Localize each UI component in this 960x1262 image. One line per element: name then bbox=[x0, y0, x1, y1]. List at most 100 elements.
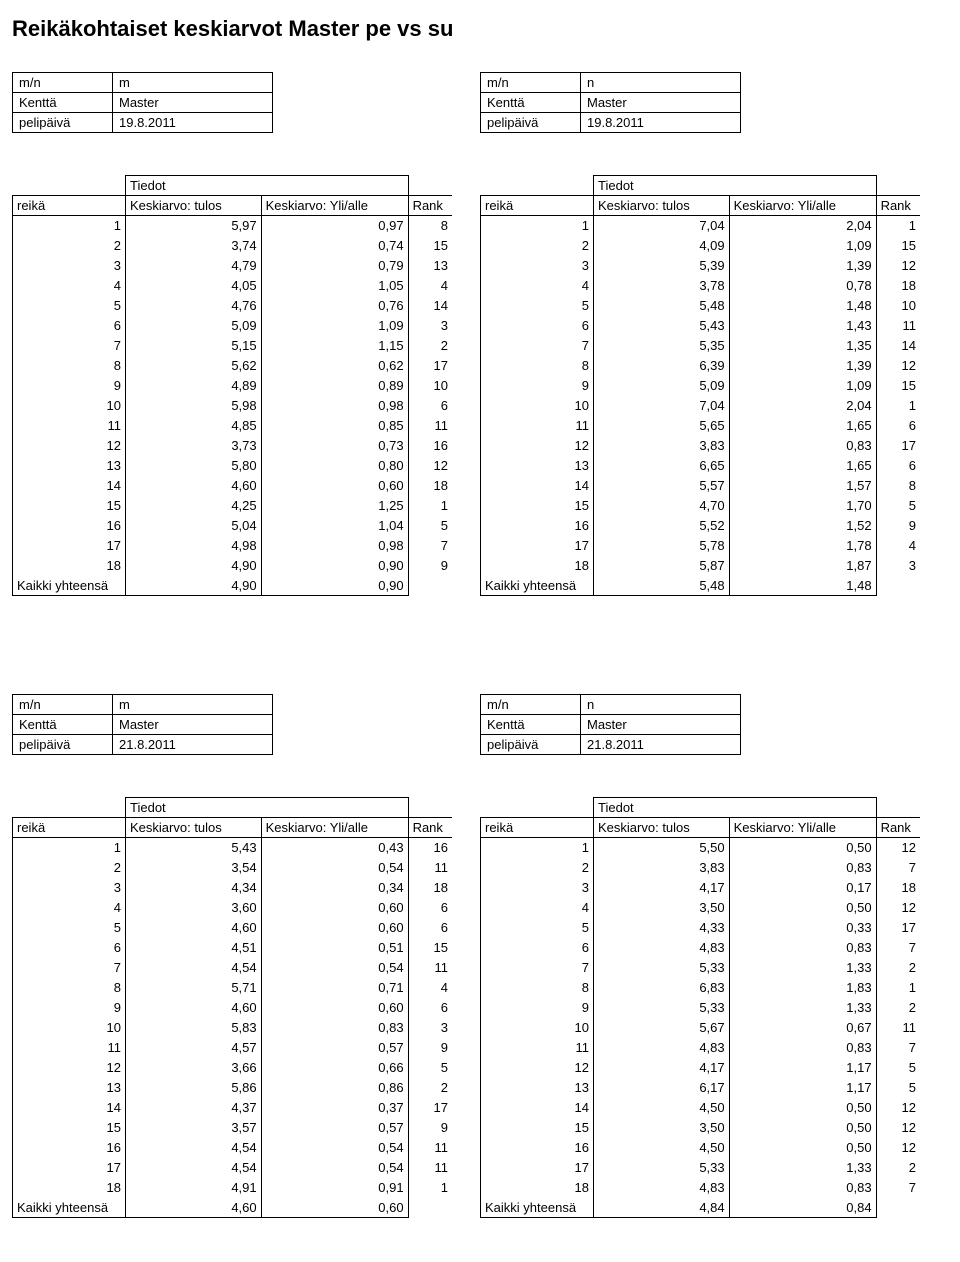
table-row: 43,780,7818 bbox=[481, 276, 921, 296]
cell-rank: 12 bbox=[876, 256, 920, 276]
cell-rank: 12 bbox=[876, 1138, 920, 1158]
table-row: 153,570,579 bbox=[13, 1118, 453, 1138]
cell-tulos: 4,70 bbox=[594, 496, 730, 516]
cell-tulos: 5,04 bbox=[126, 516, 262, 536]
table-row: 74,540,5411 bbox=[13, 958, 453, 978]
cell-reika: 18 bbox=[13, 556, 126, 576]
table-row: 154,251,251 bbox=[13, 496, 453, 516]
cell-tulos: 5,39 bbox=[594, 256, 730, 276]
cell-rank: 3 bbox=[876, 556, 920, 576]
meta-table: m/nnKenttäMasterpelipäivä19.8.2011 bbox=[480, 72, 741, 133]
cell-reika: 15 bbox=[481, 1118, 594, 1138]
cell-tulos: 4,17 bbox=[594, 1058, 730, 1078]
meta-pelipaiva-label: pelipäivä bbox=[481, 113, 581, 133]
blank-header bbox=[481, 798, 594, 818]
cell-tulos: 5,48 bbox=[594, 296, 730, 316]
table-row: 136,171,175 bbox=[481, 1078, 921, 1098]
cell-tulos: 3,66 bbox=[126, 1058, 262, 1078]
cell-reika: 11 bbox=[481, 416, 594, 436]
table-row: 164,540,5411 bbox=[13, 1138, 453, 1158]
cell-rank: 17 bbox=[408, 1098, 452, 1118]
cell-tulos: 5,33 bbox=[594, 1158, 730, 1178]
cell-yli: 1,09 bbox=[729, 236, 876, 256]
cell-reika: 13 bbox=[481, 456, 594, 476]
cell-reika: 11 bbox=[481, 1038, 594, 1058]
cell-reika: 13 bbox=[13, 456, 126, 476]
cell-yli: 1,48 bbox=[729, 296, 876, 316]
cell-reika: 10 bbox=[481, 396, 594, 416]
cell-reika: 8 bbox=[13, 978, 126, 998]
table-row: 144,370,3717 bbox=[13, 1098, 453, 1118]
cell-tulos: 4,85 bbox=[126, 416, 262, 436]
meta-kentta-label: Kenttä bbox=[13, 715, 113, 735]
cell-tulos: 5,78 bbox=[594, 536, 730, 556]
cell-yli: 0,54 bbox=[261, 958, 408, 978]
cell-reika: 12 bbox=[13, 436, 126, 456]
cell-yli: 0,51 bbox=[261, 938, 408, 958]
meta-kentta-value: Master bbox=[581, 715, 741, 735]
table-row: 185,871,873 bbox=[481, 556, 921, 576]
blank-header bbox=[408, 798, 452, 818]
cell-tulos: 5,97 bbox=[126, 216, 262, 236]
data-table: TiedotreikäKeskiarvo: tulosKeskiarvo: Yl… bbox=[480, 175, 920, 596]
tiedot-header: Tiedot bbox=[126, 798, 409, 818]
cell-rank: 6 bbox=[408, 396, 452, 416]
table-row: 54,600,606 bbox=[13, 918, 453, 938]
cell-reika: 16 bbox=[481, 516, 594, 536]
cell-tulos: 7,04 bbox=[594, 216, 730, 236]
table-row: 75,151,152 bbox=[13, 336, 453, 356]
cell-reika: 13 bbox=[481, 1078, 594, 1098]
cell-yli: 1,83 bbox=[729, 978, 876, 998]
table-row: 105,830,833 bbox=[13, 1018, 453, 1038]
cell-rank: 9 bbox=[408, 556, 452, 576]
cell-tulos: 4,57 bbox=[126, 1038, 262, 1058]
cell-tulos: 5,80 bbox=[126, 456, 262, 476]
cell-yli: 0,33 bbox=[729, 918, 876, 938]
cell-rank: 1 bbox=[876, 216, 920, 236]
cell-yli: 1,33 bbox=[729, 998, 876, 1018]
table-row: 43,600,606 bbox=[13, 898, 453, 918]
cell-tulos: 5,87 bbox=[594, 556, 730, 576]
table-row: 165,041,045 bbox=[13, 516, 453, 536]
col-rank: Rank bbox=[876, 818, 920, 838]
cell-rank: 5 bbox=[408, 516, 452, 536]
table-row: 164,500,5012 bbox=[481, 1138, 921, 1158]
table-row: 34,790,7913 bbox=[13, 256, 453, 276]
cell-tulos: 4,60 bbox=[126, 476, 262, 496]
cell-reika: 3 bbox=[481, 878, 594, 898]
cell-tulos: 3,73 bbox=[126, 436, 262, 456]
meta-mn-value: n bbox=[581, 695, 741, 715]
cell-reika: 9 bbox=[13, 376, 126, 396]
table-row: 165,521,529 bbox=[481, 516, 921, 536]
cell-yli: 0,91 bbox=[261, 1178, 408, 1198]
cell-yli: 0,54 bbox=[261, 1138, 408, 1158]
cell-rank: 5 bbox=[876, 1058, 920, 1078]
cell-yli: 1,15 bbox=[261, 336, 408, 356]
total-label: Kaikki yhteensä bbox=[13, 576, 126, 596]
meta-kentta-label: Kenttä bbox=[13, 93, 113, 113]
cell-rank: 9 bbox=[876, 516, 920, 536]
cell-yli: 0,43 bbox=[261, 838, 408, 858]
meta-pelipaiva-value: 19.8.2011 bbox=[113, 113, 273, 133]
tiedot-header: Tiedot bbox=[594, 798, 877, 818]
cell-rank: 7 bbox=[876, 858, 920, 878]
total-rank-empty bbox=[408, 1198, 452, 1218]
cell-rank: 1 bbox=[408, 1178, 452, 1198]
table-row: 184,910,911 bbox=[13, 1178, 453, 1198]
cell-yli: 0,67 bbox=[729, 1018, 876, 1038]
cell-yli: 1,17 bbox=[729, 1078, 876, 1098]
cell-yli: 0,60 bbox=[261, 476, 408, 496]
cell-rank: 11 bbox=[408, 858, 452, 878]
total-yli: 0,90 bbox=[261, 576, 408, 596]
cell-reika: 16 bbox=[481, 1138, 594, 1158]
cell-tulos: 5,98 bbox=[126, 396, 262, 416]
cell-reika: 1 bbox=[13, 216, 126, 236]
cell-reika: 12 bbox=[13, 1058, 126, 1078]
cell-rank: 1 bbox=[876, 396, 920, 416]
data-table: TiedotreikäKeskiarvo: tulosKeskiarvo: Yl… bbox=[480, 797, 920, 1218]
cell-reika: 13 bbox=[13, 1078, 126, 1098]
cell-rank: 11 bbox=[876, 316, 920, 336]
cell-tulos: 4,34 bbox=[126, 878, 262, 898]
cell-yli: 1,33 bbox=[729, 1158, 876, 1178]
table-row: 174,540,5411 bbox=[13, 1158, 453, 1178]
